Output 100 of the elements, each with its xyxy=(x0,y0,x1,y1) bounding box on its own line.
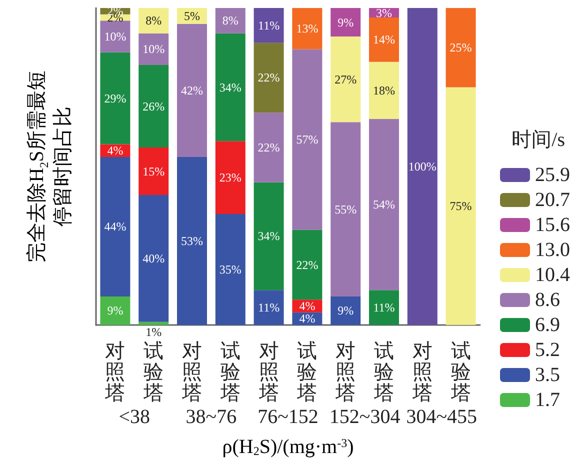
data-label: 100% xyxy=(408,160,436,174)
data-label: 10% xyxy=(142,42,165,56)
data-label: 57% xyxy=(296,132,318,147)
x-tick-label: 试验塔 xyxy=(219,340,240,404)
legend-label: 3.5 xyxy=(535,364,560,386)
bar xyxy=(254,112,284,182)
data-label: 29% xyxy=(104,91,126,106)
data-label: 11% xyxy=(258,18,280,32)
bar xyxy=(215,33,246,142)
bar xyxy=(138,147,169,196)
data-label: 1% xyxy=(146,325,162,339)
data-label: 11% xyxy=(258,300,280,315)
legend-label: 10.4 xyxy=(535,264,570,286)
text: <38 xyxy=(118,406,150,428)
x-tick-label: 对照塔 xyxy=(258,340,279,404)
x-tick-label: 对照塔 xyxy=(334,340,356,404)
data-label: 35% xyxy=(219,262,242,277)
bar xyxy=(369,62,399,119)
data-label: 75% xyxy=(450,199,472,214)
bar xyxy=(100,52,130,144)
legend-title: 时间/s xyxy=(512,129,566,151)
bar xyxy=(177,156,207,325)
data-label: 13% xyxy=(296,22,318,36)
bar xyxy=(138,8,169,34)
data-label: 54% xyxy=(373,198,395,212)
bar xyxy=(369,290,399,325)
data-label: 26% xyxy=(142,99,165,114)
data-label: 10% xyxy=(104,30,126,44)
bar xyxy=(254,182,284,290)
bar xyxy=(177,24,207,157)
bar xyxy=(215,214,246,325)
data-label: 8% xyxy=(146,14,162,28)
bar xyxy=(100,20,130,52)
legend-label: 25.9 xyxy=(535,164,570,186)
legend-label: 6.9 xyxy=(535,314,560,336)
bar xyxy=(138,195,169,322)
data-label: 22% xyxy=(258,70,280,85)
legend-label: 13.0 xyxy=(535,239,570,261)
bar xyxy=(138,322,169,325)
bar xyxy=(330,8,361,37)
bar xyxy=(292,230,322,300)
bar xyxy=(100,156,130,296)
bar xyxy=(292,8,322,50)
data-label: 4% xyxy=(299,298,316,313)
x-tick-label: 试验塔 xyxy=(296,340,318,404)
x-tick-label: 对照塔 xyxy=(181,340,202,404)
legend-label: 5.2 xyxy=(535,339,560,361)
bar xyxy=(215,141,246,214)
bar xyxy=(215,8,246,34)
bar xyxy=(446,87,476,325)
x-tick-label: 对照塔 xyxy=(104,340,126,404)
x-tick-label: 试验塔 xyxy=(373,340,394,404)
data-label: 23% xyxy=(219,170,242,185)
legend-label: 15.6 xyxy=(535,214,570,236)
legend-label: 20.7 xyxy=(535,189,570,211)
bar xyxy=(369,18,399,62)
bar xyxy=(330,36,361,122)
data-label: 55% xyxy=(334,202,357,216)
bar xyxy=(330,122,361,296)
bar xyxy=(446,8,476,88)
data-label: 34% xyxy=(219,80,242,94)
data-label: 11% xyxy=(373,300,395,315)
data-label: 3% xyxy=(376,6,392,20)
data-label: 40% xyxy=(142,251,165,266)
text: 152~304 xyxy=(329,406,400,428)
text: 76~152 xyxy=(258,406,318,428)
x-tick-label: 对照塔 xyxy=(411,340,432,404)
data-label: 53% xyxy=(181,234,203,248)
bar xyxy=(292,49,322,230)
legend-label: 8.6 xyxy=(535,289,560,311)
x-tick-label: 试验塔 xyxy=(142,340,164,404)
data-label: 42% xyxy=(181,83,203,98)
bar xyxy=(407,8,438,325)
text: 304~455 xyxy=(406,406,478,428)
bar xyxy=(254,8,284,43)
data-label: 15% xyxy=(142,164,165,178)
data-label: 22% xyxy=(296,258,318,272)
bar xyxy=(138,65,169,148)
data-label: 4% xyxy=(107,144,124,158)
data-label: 9% xyxy=(338,304,354,318)
bar xyxy=(254,42,284,113)
data-label: 8% xyxy=(222,14,238,28)
data-label: 14% xyxy=(373,32,395,47)
data-label: 25% xyxy=(450,40,472,55)
bar xyxy=(330,296,361,325)
data-label: 18% xyxy=(373,83,395,98)
data-label: 9% xyxy=(338,15,354,30)
bar xyxy=(138,33,169,66)
text: 38~76 xyxy=(186,406,237,428)
bar xyxy=(254,290,284,325)
data-label: 27% xyxy=(334,72,357,86)
data-label: 34% xyxy=(258,229,280,244)
data-label: 22% xyxy=(258,140,280,154)
data-label: 9% xyxy=(107,304,124,318)
data-label: 44% xyxy=(104,220,126,234)
x-tick-label: 试验塔 xyxy=(450,340,471,404)
bar xyxy=(369,118,399,290)
data-label: 5% xyxy=(184,8,200,23)
data-label: 4% xyxy=(299,312,316,326)
bar xyxy=(100,296,130,325)
